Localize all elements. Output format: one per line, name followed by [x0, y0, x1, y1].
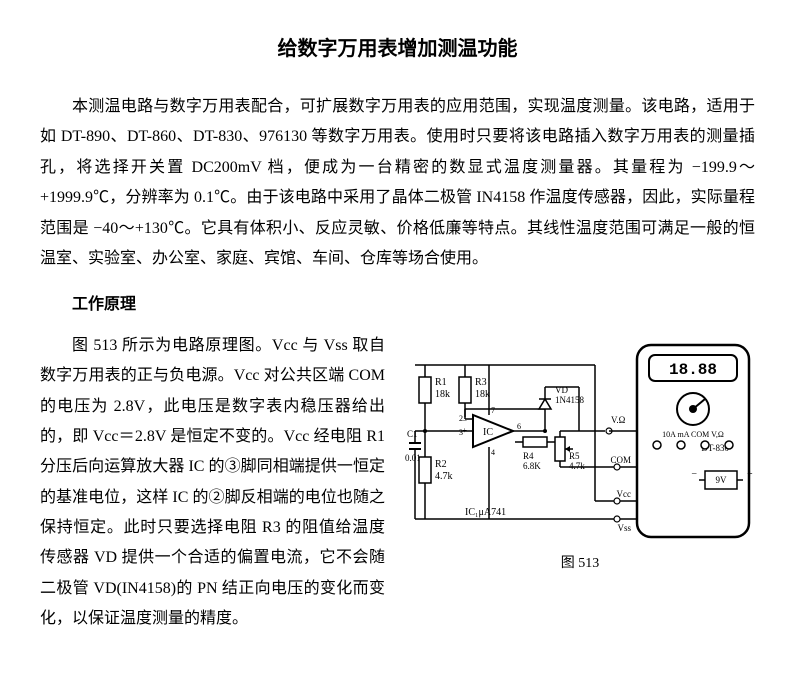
svg-text:C1: C1	[407, 429, 418, 439]
svg-text:4.7k: 4.7k	[569, 461, 585, 471]
svg-text:COM: COM	[610, 455, 631, 465]
svg-text:18.88: 18.88	[669, 361, 717, 379]
svg-text:6: 6	[517, 422, 521, 431]
figure-caption: 图 513	[405, 551, 755, 578]
svg-text:−: −	[691, 469, 697, 480]
svg-text:Vss: Vss	[617, 523, 631, 533]
svg-text:VD: VD	[555, 385, 568, 395]
svg-text:R1: R1	[435, 377, 447, 388]
svg-text:R4: R4	[523, 451, 534, 461]
page-title: 给数字万用表增加测温功能	[40, 30, 755, 68]
svg-text:1N4158: 1N4158	[555, 395, 584, 405]
svg-text:4.7k: 4.7k	[435, 471, 453, 482]
svg-text:6.8K: 6.8K	[523, 461, 541, 471]
svg-text:7: 7	[491, 406, 495, 415]
svg-text:2: 2	[459, 414, 463, 423]
svg-text:Vcc: Vcc	[617, 489, 632, 499]
svg-text:V.Ω: V.Ω	[611, 415, 626, 425]
circuit-figure: 18.88 10A mA COM V,Ω DT-830 9V − +	[405, 337, 755, 547]
intro-paragraph: 本测温电路与数字万用表配合，可扩展数字万用表的应用范围，实现温度测量。该电路，适…	[40, 92, 755, 274]
svg-text:4: 4	[491, 448, 495, 457]
svg-text:18k: 18k	[435, 389, 450, 400]
svg-text:R5: R5	[569, 451, 580, 461]
svg-text:3: 3	[459, 428, 463, 437]
svg-text:IC: IC	[483, 427, 493, 438]
svg-text:+: +	[462, 426, 467, 435]
svg-text:R2: R2	[435, 459, 447, 470]
section-heading: 工作原理	[40, 290, 755, 320]
svg-text:+: +	[747, 469, 753, 480]
svg-text:18k: 18k	[475, 389, 490, 400]
section-body: 图 513 所示为电路原理图。Vcc 与 Vss 取自数字万用表的正与负电源。V…	[40, 331, 385, 635]
svg-text:9V: 9V	[716, 475, 728, 485]
svg-text:R3: R3	[475, 377, 487, 388]
svg-text:10A mA COM V,Ω: 10A mA COM V,Ω	[662, 430, 724, 439]
svg-text:IC₁μA741: IC₁μA741	[465, 507, 506, 518]
